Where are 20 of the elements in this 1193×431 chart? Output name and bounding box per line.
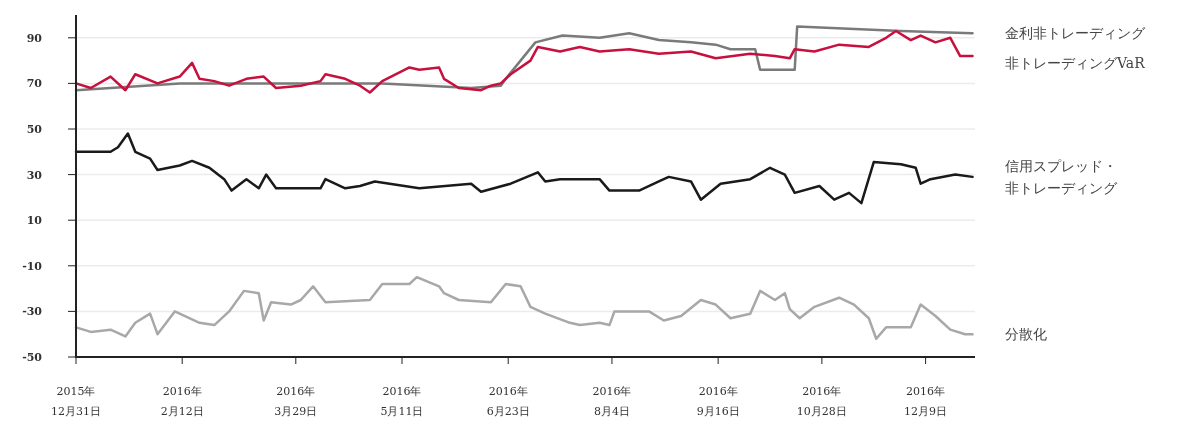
label-分散化: 分散化: [1005, 326, 1047, 343]
y-tick-label: -30: [22, 305, 43, 319]
x-tick-label: 2016年2月12日: [160, 385, 204, 418]
x-tick-label: 2016年9月16日: [696, 385, 740, 418]
label-信用スプレッド・非トレーディング: 信用スプレッド・非トレーディング: [1005, 157, 1117, 196]
x-tick-label: 2016年8月4日: [592, 385, 632, 418]
y-tick-label: 10: [26, 214, 43, 228]
x-tick-label: 2016年10月28日: [796, 385, 847, 418]
y-tick-label: 50: [26, 123, 43, 136]
x-tick-label: 2015年12月31日: [51, 385, 101, 418]
x-tick-label: 2016年12月9日: [904, 385, 948, 418]
y-tick-label: -50: [22, 351, 43, 364]
y-tick-label: 30: [26, 168, 43, 182]
y-tick-label: 70: [26, 77, 43, 91]
y-tick-label: 90: [26, 31, 43, 45]
y-tick-label: -10: [22, 259, 43, 273]
x-tick-label: 2016年5月11日: [380, 385, 424, 418]
x-tick-label: 2016年6月23日: [486, 385, 530, 418]
label-金利非トレーディング: 金利非トレーディング: [1005, 25, 1145, 42]
x-tick-label: 2016年3月29日: [274, 385, 318, 418]
